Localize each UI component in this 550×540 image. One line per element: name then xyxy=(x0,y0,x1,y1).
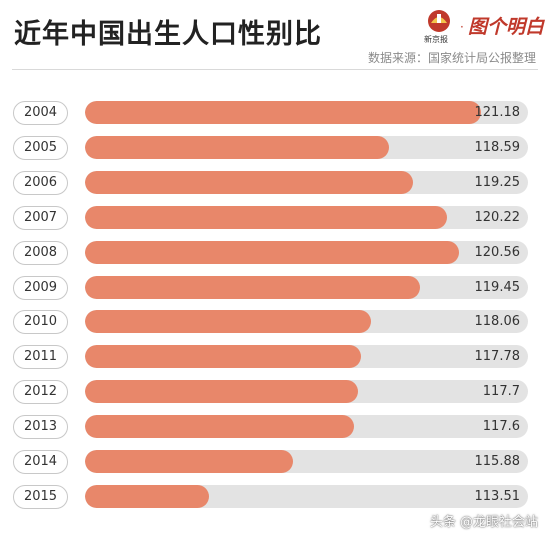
bar-track xyxy=(85,345,528,369)
bar-row: 2011 117.78 xyxy=(0,344,550,370)
data-label: 120.56 xyxy=(474,244,521,260)
data-label: 121.18 xyxy=(474,105,521,120)
category-label: 2014 xyxy=(13,450,68,474)
data-label: 119.25 xyxy=(474,174,521,190)
category-label: 2009 xyxy=(13,275,68,300)
bar xyxy=(85,101,481,124)
category-label: 2012 xyxy=(13,380,68,405)
bar xyxy=(85,170,413,194)
category-label: 2005 xyxy=(13,135,68,160)
logo-emblem-label: 新京报 xyxy=(424,35,448,44)
bar-row: 2005 118.59 xyxy=(0,135,550,161)
bar xyxy=(85,275,420,299)
data-label: 117.7 xyxy=(482,384,520,400)
logo: 新京报 · 图个明白 xyxy=(422,8,546,46)
logo-brand: 图个明白 xyxy=(468,16,545,38)
bar-row: 2008 120.56 xyxy=(0,240,550,266)
data-label: 118.59 xyxy=(474,139,521,155)
category-label: 2015 xyxy=(13,484,68,509)
bar xyxy=(85,345,361,369)
bar-track xyxy=(85,380,528,404)
bar-track xyxy=(85,484,528,508)
bar-track xyxy=(85,101,528,124)
bar-row: 2013 117.6 xyxy=(0,414,550,440)
bar-row: 2007 120.22 xyxy=(0,205,550,231)
category-label: 2006 xyxy=(13,170,68,195)
logo-separator: · xyxy=(460,20,464,34)
bar-row: 2009 119.45 xyxy=(0,275,550,301)
category-label: 2013 xyxy=(13,415,68,440)
data-label: 115.88 xyxy=(474,454,521,469)
category-label: 2007 xyxy=(13,205,68,230)
bar-track xyxy=(85,240,528,264)
data-label: 119.45 xyxy=(474,279,521,295)
bar-track xyxy=(85,135,528,159)
bar-track xyxy=(85,205,528,229)
bar-track xyxy=(85,450,528,473)
newspaper-emblem-icon xyxy=(428,10,450,32)
category-label: 2004 xyxy=(13,101,68,125)
bar xyxy=(85,310,371,334)
bar xyxy=(85,240,459,264)
bar-track xyxy=(85,170,528,194)
bar-row: 2014 115.88 xyxy=(0,449,550,475)
bar-row: 2010 118.06 xyxy=(0,309,550,335)
data-label: 120.22 xyxy=(474,209,521,225)
data-label: 113.51 xyxy=(474,488,521,504)
chart-title: 近年中国出生人口性别比 xyxy=(14,19,322,50)
category-label: 2010 xyxy=(13,310,68,335)
bar xyxy=(85,450,293,473)
bar-track xyxy=(85,415,528,439)
bar-row: 2012 117.7 xyxy=(0,379,550,405)
category-label: 2011 xyxy=(13,345,68,370)
bar xyxy=(85,205,447,229)
watermark: 头条 @龙眼社会站 xyxy=(429,515,538,530)
bar xyxy=(85,380,358,404)
bar-row: 2015 113.51 xyxy=(0,484,550,510)
bar xyxy=(85,484,209,508)
data-label: 118.06 xyxy=(474,314,521,330)
source-note: 数据来源：国家统计局公报整理 xyxy=(367,51,536,65)
bar-track xyxy=(85,310,528,334)
header-divider xyxy=(12,69,538,70)
bar xyxy=(85,415,354,439)
data-label: 117.78 xyxy=(474,349,521,365)
data-label: 117.6 xyxy=(482,419,520,435)
bar-row: 2006 119.25 xyxy=(0,170,550,196)
bar-row: 2004 121.18 xyxy=(0,100,550,126)
category-label: 2008 xyxy=(13,240,68,265)
bar-track xyxy=(85,275,528,299)
bar xyxy=(85,135,389,159)
